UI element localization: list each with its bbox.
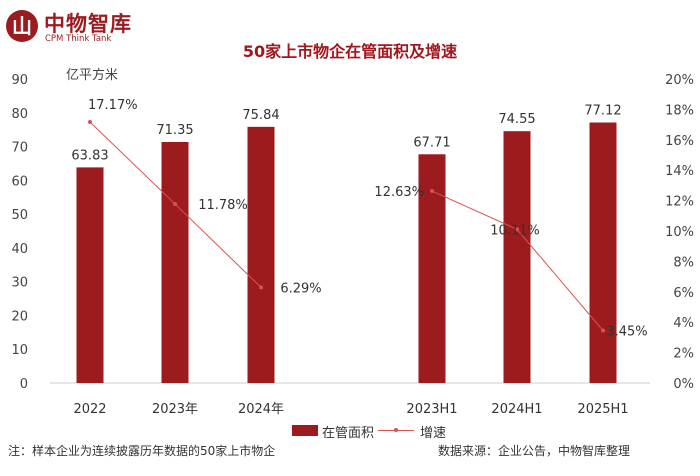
legend-bar-swatch [292, 425, 318, 436]
x-tick-label: 2024年 [238, 402, 284, 417]
growth-value-label: 3.45% [606, 325, 647, 340]
bar [247, 126, 275, 383]
y-tick-label: 20 [11, 309, 28, 324]
y-axis-unit: 亿平方米 [66, 68, 119, 83]
y2-tick-label: 4% [673, 316, 694, 331]
y2-tick-label: 6% [673, 286, 694, 301]
y2-tick-label: 14% [665, 164, 694, 179]
growth-point [515, 227, 519, 232]
logo-badge-icon: 山 [6, 10, 38, 42]
growth-point [430, 189, 434, 194]
footnote: 注：样本企业为连续披露历年数据的50家上市物企 [8, 444, 276, 458]
bar-value-label: 75.84 [242, 108, 279, 123]
bar-value-label: 63.83 [71, 148, 108, 163]
legend-line-label: 增速 [420, 426, 447, 441]
growth-point [601, 328, 605, 333]
logo-text: 中物智库 [44, 12, 132, 36]
logo-subtext: CPM Think Tank [45, 34, 112, 44]
y2-tick-label: 8% [673, 255, 694, 270]
x-tick-label: 2023H1 [406, 402, 457, 417]
y-tick-label: 50 [11, 208, 28, 223]
y-tick-label: 70 [11, 141, 28, 156]
x-tick-label: 2025H1 [577, 402, 628, 417]
y-tick-label: 90 [11, 73, 28, 88]
growth-value-label: 10.11% [490, 223, 540, 238]
bar [161, 141, 189, 383]
logo: 山 中物智库 CPM Think Tank [6, 6, 136, 50]
growth-value-label: 11.78% [198, 198, 248, 213]
y-tick-label: 30 [11, 276, 28, 291]
growth-value-label: 6.29% [280, 281, 321, 296]
x-tick-label: 2024H1 [491, 402, 542, 417]
y2-tick-label: 12% [665, 195, 694, 210]
x-tick-label: 2023年 [152, 402, 198, 417]
bar-value-label: 74.55 [498, 112, 535, 127]
y2-tick-label: 0% [673, 377, 694, 392]
bar-value-label: 67.71 [413, 135, 450, 150]
y2-tick-label: 10% [665, 225, 694, 240]
y-tick-label: 80 [11, 107, 28, 122]
growth-value-label: 12.63% [374, 185, 424, 200]
y2-tick-label: 2% [673, 347, 694, 362]
y2-tick-label: 20% [665, 73, 694, 88]
bar [589, 122, 617, 384]
legend-bar-label: 在管面积 [322, 426, 375, 441]
y-tick-label: 0 [20, 377, 28, 392]
y2-tick-label: 18% [665, 103, 694, 118]
bar [503, 131, 531, 383]
bar [76, 167, 104, 383]
legend: 在管面积 增速 [0, 421, 700, 441]
x-tick-label: 2022 [73, 402, 106, 417]
y-tick-label: 10 [11, 343, 28, 358]
growth-value-label: 17.17% [88, 98, 138, 113]
bar-value-label: 71.35 [156, 123, 193, 138]
bar-value-label: 77.12 [584, 104, 621, 119]
y-tick-label: 60 [11, 174, 28, 189]
legend-line-marker [394, 428, 398, 432]
chart-title: 50家上市物企在管面积及增速 [242, 42, 458, 61]
growth-point [88, 120, 92, 125]
y2-tick-label: 16% [665, 134, 694, 149]
y-tick-label: 40 [11, 242, 28, 257]
source-note: 数据来源：企业公告，中物智库整理 [438, 444, 631, 458]
growth-point [173, 201, 177, 206]
growth-point [259, 285, 263, 290]
